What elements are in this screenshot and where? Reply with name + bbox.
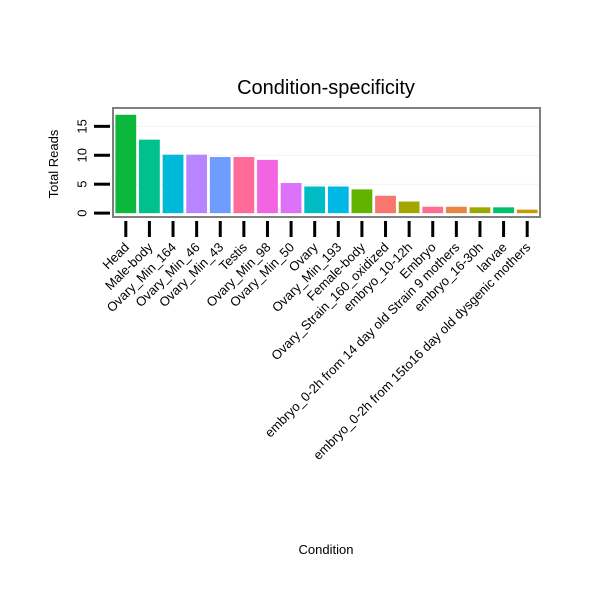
bar bbox=[209, 157, 231, 214]
bar bbox=[422, 206, 444, 214]
bar bbox=[398, 201, 420, 214]
bar bbox=[351, 189, 373, 214]
y-tick-label: 10 bbox=[75, 148, 90, 162]
x-axis-label: Condition bbox=[299, 542, 354, 557]
bar bbox=[304, 186, 326, 214]
bar bbox=[233, 157, 255, 214]
x-axis: HeadMale-bodyOvary_Min_164Ovary_Min_46Ov… bbox=[99, 221, 534, 463]
bar bbox=[257, 159, 278, 214]
bars bbox=[115, 114, 538, 214]
bar bbox=[139, 139, 160, 214]
grid-lines bbox=[114, 125, 539, 214]
chart-title: Condition-specificity bbox=[237, 77, 415, 99]
y-tick-label: 15 bbox=[75, 119, 90, 133]
y-tick-label: 0 bbox=[75, 209, 90, 216]
bar bbox=[327, 186, 349, 214]
bar bbox=[186, 154, 208, 214]
bar bbox=[375, 195, 396, 214]
plot-frame bbox=[112, 107, 541, 218]
bar bbox=[445, 206, 467, 214]
bar bbox=[469, 207, 491, 214]
y-axis-label: Total Reads bbox=[46, 129, 61, 198]
bar bbox=[516, 209, 538, 214]
y-tick-label: 5 bbox=[75, 181, 90, 188]
bar bbox=[280, 183, 302, 214]
bar bbox=[162, 154, 184, 214]
y-axis: 0 5 10 15 bbox=[75, 119, 110, 217]
bar bbox=[115, 114, 137, 214]
bar bbox=[493, 207, 514, 214]
